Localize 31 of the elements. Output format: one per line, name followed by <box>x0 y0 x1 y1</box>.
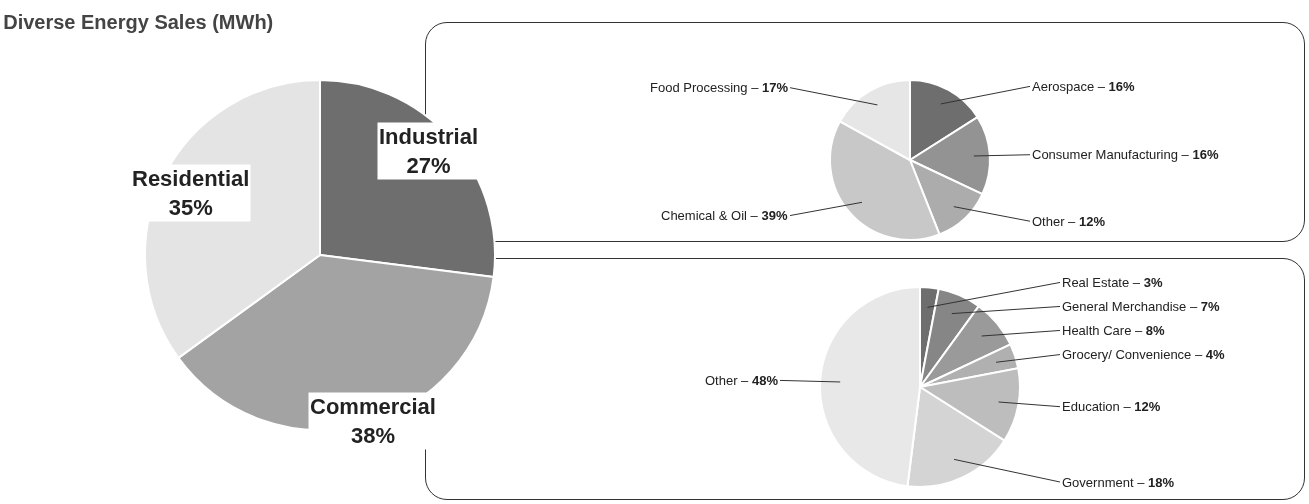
data-label: 38% <box>350 422 395 448</box>
slice-label: Industrial <box>379 124 479 149</box>
data-label: 3% <box>1143 275 1163 290</box>
slice-label: Residential <box>132 166 250 191</box>
slice-label: Commercial <box>310 394 436 419</box>
slice-label: Real Estate – <box>1062 275 1141 290</box>
data-label: 16% <box>1192 147 1219 162</box>
data-label: 12% <box>1078 214 1106 229</box>
data-label: 16% <box>1108 79 1136 94</box>
chart-title: Diverse Energy Sales (MWh) <box>3 11 274 34</box>
slice-label: Food Processing – <box>650 80 759 95</box>
data-label: 17% <box>762 80 789 95</box>
data-label: 35% <box>168 194 213 220</box>
slice-label: Government – <box>1062 475 1145 490</box>
data-label: 48% <box>751 373 779 388</box>
slice-label: Consumer Manufacturing – <box>1032 147 1189 162</box>
slice-label: Other – <box>705 373 749 388</box>
slice-label: Grocery/ Convenience – <box>1062 347 1203 362</box>
data-label: 12% <box>1134 399 1161 414</box>
slice-label: Chemical & Oil – <box>661 208 758 223</box>
data-label: 7% <box>1200 299 1220 314</box>
data-label: 27% <box>406 152 451 178</box>
data-label: 39% <box>761 208 788 223</box>
slice-label: Other – <box>1032 214 1076 229</box>
slice-label: General Merchandise – <box>1062 299 1198 314</box>
data-label: 4% <box>1205 347 1226 362</box>
slice-label: Aerospace – <box>1032 79 1105 94</box>
slice-label: Education – <box>1062 399 1131 414</box>
data-label: 8% <box>1145 323 1166 338</box>
data-label: 18% <box>1148 475 1175 490</box>
slice-label: Health Care – <box>1062 323 1143 338</box>
